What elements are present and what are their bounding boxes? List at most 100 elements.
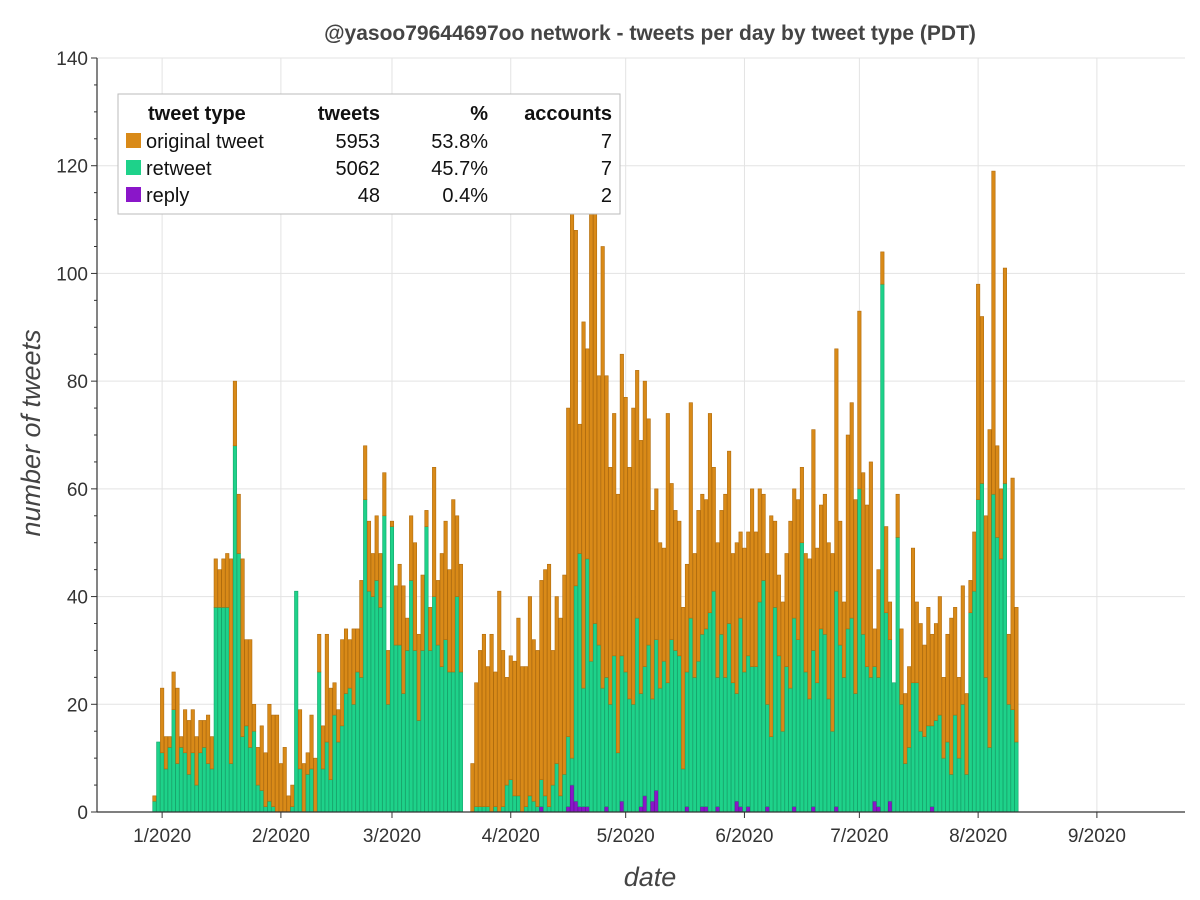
bar-original	[899, 628, 904, 705]
bar-reply	[581, 806, 586, 813]
bar-original	[799, 467, 804, 544]
x-tick-label: 8/2020	[949, 826, 1007, 847]
bar-original	[190, 709, 195, 754]
bar-retweet	[983, 677, 988, 813]
bar-retweet	[849, 617, 854, 813]
bar-retweet	[757, 601, 762, 813]
bar-retweet	[366, 590, 372, 813]
bar-original	[842, 601, 847, 678]
bar-retweet	[842, 677, 847, 813]
bar-original	[803, 553, 808, 673]
bar-original	[688, 402, 693, 619]
bar-reply	[604, 806, 609, 813]
y-tick-label: 60	[67, 480, 88, 501]
bar-retweet	[742, 671, 747, 813]
bar-original	[531, 639, 536, 802]
bar-original	[868, 461, 873, 678]
bar-retweet	[635, 617, 640, 813]
bar-original	[658, 542, 663, 689]
bar-retweet	[769, 736, 774, 813]
bar-original	[493, 671, 498, 807]
bar-retweet	[627, 698, 632, 813]
bar-retweet	[259, 790, 264, 813]
bar-original	[769, 515, 774, 737]
bar-retweet	[183, 752, 188, 813]
bar-original	[393, 585, 398, 646]
bar-original	[914, 601, 919, 684]
bar-original	[845, 434, 850, 630]
bar-retweet	[608, 703, 613, 813]
bar-retweet	[198, 752, 203, 813]
bar-retweet	[646, 644, 651, 813]
bar-original	[321, 725, 326, 770]
bar-original	[504, 677, 509, 786]
bar-original	[635, 370, 640, 619]
bar-original	[746, 531, 751, 657]
bar-original	[186, 720, 191, 775]
bar-retweet	[324, 741, 329, 813]
bar-original	[887, 601, 893, 640]
bar-original	[554, 596, 559, 764]
bar-original	[838, 520, 843, 646]
bar-retweet	[439, 666, 444, 813]
bar-retweet	[539, 779, 544, 807]
bar-retweet	[696, 660, 701, 813]
bar-retweet	[684, 671, 689, 807]
bar-original	[830, 553, 835, 732]
bar-original	[183, 709, 188, 754]
bar-original	[753, 531, 758, 667]
bar-original	[175, 687, 180, 764]
bar-original	[263, 752, 268, 807]
bar-retweet	[317, 671, 322, 813]
bar-retweet	[236, 553, 241, 813]
legend-type-retweet: retweet	[146, 158, 212, 180]
bar-retweet	[914, 682, 919, 813]
bar-original	[397, 563, 402, 646]
bar-original	[332, 682, 337, 716]
bar-retweet	[225, 607, 230, 813]
legend: tweet type tweets % accounts original tw…	[117, 93, 621, 215]
bar-original	[857, 310, 862, 490]
bar-reply	[872, 800, 877, 813]
bar-original	[432, 467, 437, 597]
bar-original	[707, 413, 712, 614]
bar-original	[930, 633, 935, 727]
bar-retweet	[458, 671, 463, 813]
bar-retweet	[807, 698, 812, 813]
bar-original	[520, 666, 525, 813]
bar-original	[301, 763, 306, 813]
bar-original	[1006, 633, 1011, 705]
bar-retweet	[389, 526, 395, 813]
bar-original	[217, 569, 222, 608]
bar-original	[412, 542, 417, 651]
bar-original	[163, 736, 168, 770]
bar-original	[960, 585, 965, 705]
bar-retweet	[700, 633, 705, 807]
bar-retweet	[443, 639, 448, 813]
bar-retweet	[232, 445, 237, 813]
bar-original	[485, 666, 490, 807]
bar-retweet	[573, 585, 578, 802]
bar-original	[780, 601, 785, 732]
bar-retweet	[217, 607, 222, 813]
bar-retweet	[221, 607, 226, 813]
bar-retweet	[1010, 709, 1015, 813]
bar-retweet	[746, 655, 751, 807]
legend-tweets-reply: 48	[358, 185, 380, 207]
bar-original	[822, 493, 827, 635]
bar-retweet	[715, 677, 720, 807]
bar-original	[535, 650, 540, 807]
bar-original	[497, 590, 502, 813]
bar-original	[903, 693, 908, 764]
bar-original	[773, 520, 778, 608]
bar-retweet	[991, 493, 996, 813]
bar-original	[792, 488, 797, 619]
bar-original	[516, 617, 521, 797]
bar-retweet	[600, 687, 605, 813]
bar-retweet	[857, 488, 862, 813]
bar-original	[298, 709, 303, 770]
bar-retweet	[593, 623, 598, 813]
bar-retweet	[179, 747, 184, 813]
bar-original	[972, 531, 977, 592]
